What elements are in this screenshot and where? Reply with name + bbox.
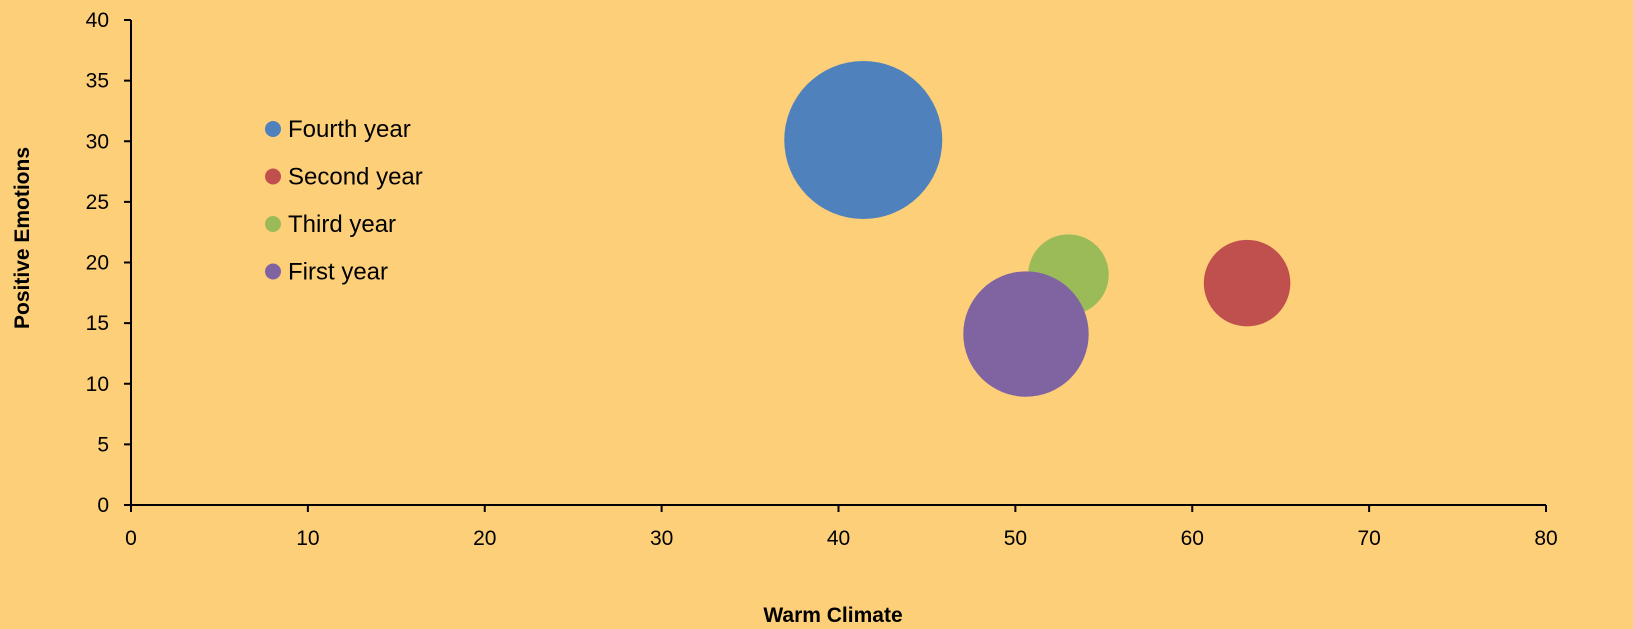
legend-marker — [265, 168, 281, 185]
bubble-fourth-year — [784, 61, 943, 220]
y-tick-label: 15 — [86, 312, 109, 335]
x-axis-title: Warm Climate — [763, 604, 902, 627]
y-tick-label: 20 — [86, 252, 109, 275]
legend-label: Second year — [288, 164, 423, 191]
y-tick-label: 30 — [86, 130, 109, 153]
legend-label: First year — [288, 259, 388, 286]
x-tick-label: 10 — [296, 527, 319, 550]
y-tick-label: 35 — [86, 70, 109, 93]
y-axis-ticks: 0 5 10 15 20 25 30 35 40 — [86, 9, 131, 517]
x-tick-label: 0 — [125, 527, 137, 550]
bubble-second-year — [1203, 239, 1291, 327]
legend-item: Second year — [265, 164, 423, 191]
x-tick-label: 60 — [1181, 527, 1204, 550]
y-tick-label: 10 — [86, 373, 109, 396]
x-tick-label: 80 — [1534, 527, 1557, 550]
y-tick-label: 40 — [86, 9, 109, 32]
legend-item: First year — [265, 259, 388, 286]
legend: Fourth year Second year Third year First ye… — [265, 116, 423, 286]
bubbles-layer — [784, 61, 1291, 397]
x-tick-label: 50 — [1004, 527, 1027, 550]
axes-layer: 0 5 10 15 20 25 30 35 40 0 10 20 30 40 50 60 70 80 — [86, 9, 1558, 550]
x-tick-label: 30 — [650, 527, 673, 550]
legend-item: Fourth year — [265, 116, 411, 143]
legend-marker — [265, 263, 281, 280]
y-tick-label: 5 — [97, 433, 109, 456]
y-axis-title: Positive Emotions — [11, 147, 34, 329]
legend-marker — [265, 121, 281, 137]
legend-marker — [265, 216, 281, 232]
x-axis-ticks: 0 10 20 30 40 50 60 70 80 — [125, 505, 1558, 550]
x-tick-label: 20 — [473, 527, 496, 550]
x-tick-label: 70 — [1357, 527, 1380, 550]
bubble-first-year — [963, 271, 1089, 397]
legend-item: Third year — [265, 211, 396, 238]
legend-label: Third year — [288, 211, 396, 238]
legend-label: Fourth year — [288, 116, 411, 143]
y-tick-label: 0 — [97, 494, 109, 517]
x-tick-label: 40 — [827, 527, 850, 550]
y-tick-label: 25 — [86, 191, 109, 214]
